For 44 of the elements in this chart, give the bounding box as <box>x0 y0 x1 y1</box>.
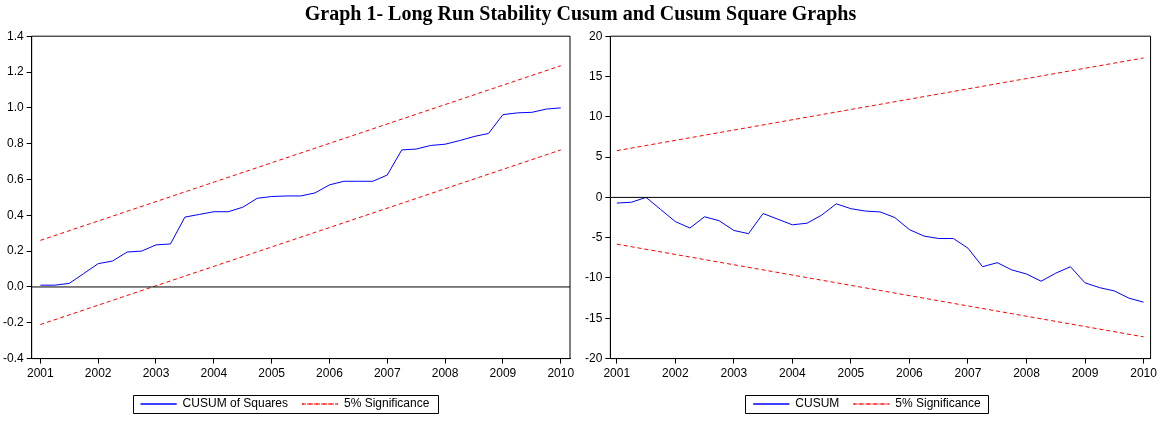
y-tick-label: 5 <box>595 149 603 164</box>
legend-label: 5% Significance <box>343 396 430 411</box>
y-tick-label: -10 <box>585 270 603 285</box>
x-tick-label: 2008 <box>431 366 459 381</box>
x-tick-label: 2007 <box>954 366 982 381</box>
y-tick-label: 1.4 <box>6 28 24 43</box>
y-tick-label: 0.2 <box>6 243 24 258</box>
x-tick-label: 2004 <box>200 366 228 381</box>
y-tick-label: -20 <box>585 350 603 365</box>
x-tick-label: 2007 <box>373 366 401 381</box>
y-tick-label: 0.8 <box>6 135 24 150</box>
y-tick-label: 0.4 <box>6 207 24 222</box>
x-tick-label: 2003 <box>142 366 170 381</box>
y-tick-label: 15 <box>588 68 603 83</box>
y-tick-label: 1.2 <box>6 64 24 79</box>
legend-label: CUSUM of Squares <box>182 396 288 411</box>
x-tick-label: 2002 <box>661 366 689 381</box>
y-tick-label: 0.6 <box>6 171 24 186</box>
x-tick-label: 2010 <box>1130 366 1158 381</box>
x-tick-label: 2005 <box>837 366 865 381</box>
legend-label: 5% Significance <box>895 396 982 411</box>
y-tick-label: -0.2 <box>2 315 24 330</box>
legend-label: CUSUM <box>795 396 840 411</box>
y-tick-label: -0.4 <box>2 350 24 365</box>
y-tick-label: 0.0 <box>6 279 24 294</box>
x-tick-label: 2002 <box>84 366 112 381</box>
x-tick-label: 2001 <box>27 366 55 381</box>
x-tick-label: 2006 <box>316 366 344 381</box>
chart-title: Graph 1- Long Run Stability Cusum and Cusum Square Graphs <box>304 2 857 24</box>
x-tick-label: 2003 <box>720 366 748 381</box>
x-tick-label: 2010 <box>547 366 575 381</box>
y-tick-label: -5 <box>591 230 603 245</box>
x-tick-label: 2008 <box>1013 366 1041 381</box>
x-tick-label: 2006 <box>896 366 924 381</box>
y-tick-label: 1.0 <box>6 100 24 115</box>
x-tick-label: 2009 <box>489 366 517 381</box>
x-tick-label: 2004 <box>779 366 807 381</box>
y-tick-label: 0 <box>595 189 603 204</box>
x-tick-label: 2001 <box>603 366 631 381</box>
y-tick-label: -15 <box>585 310 603 325</box>
y-tick-label: 10 <box>588 109 603 124</box>
y-tick-label: 20 <box>588 28 603 43</box>
x-tick-label: 2005 <box>258 366 286 381</box>
x-tick-label: 2009 <box>1071 366 1099 381</box>
